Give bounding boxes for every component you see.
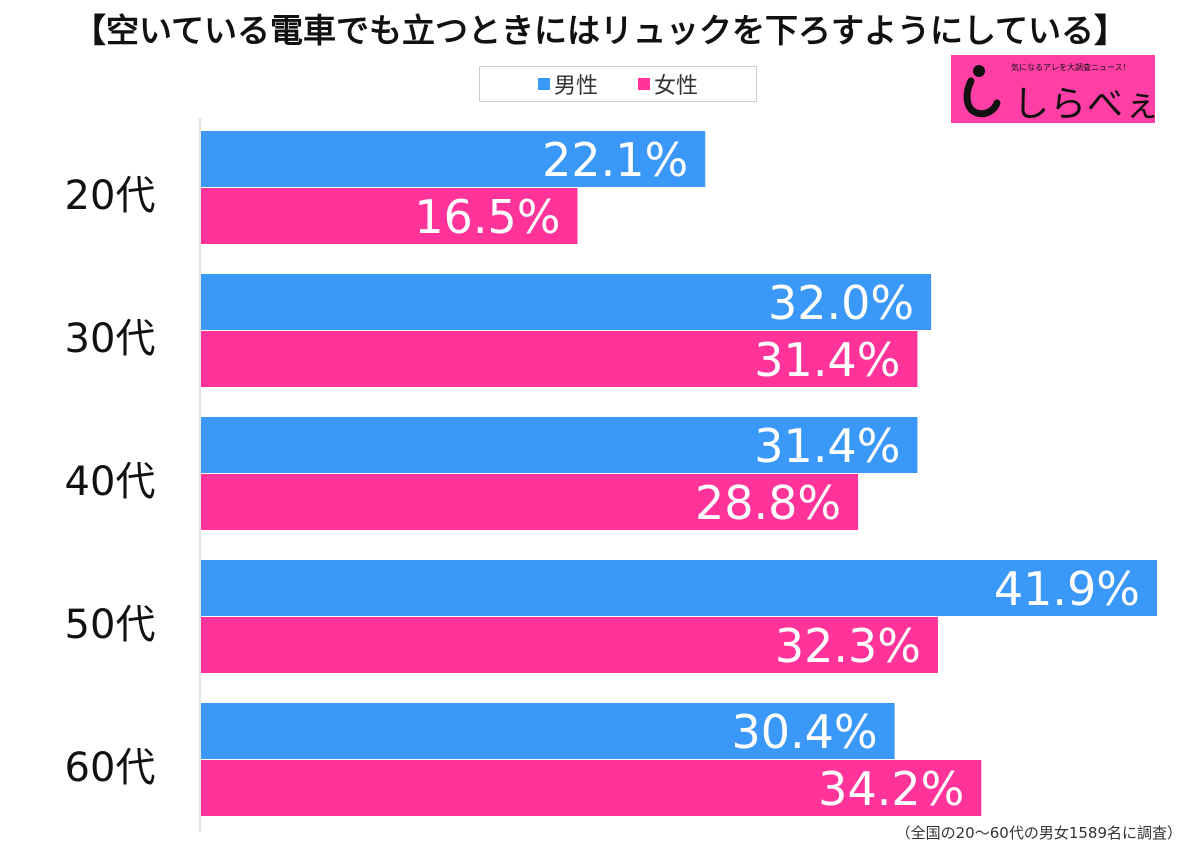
data-label: 16.5% bbox=[414, 190, 560, 244]
logo-mark-icon bbox=[963, 65, 1001, 118]
data-label: 31.4% bbox=[754, 419, 900, 473]
category-label: 30代 bbox=[65, 316, 156, 362]
bar-male bbox=[201, 703, 895, 759]
shirabee-logo: 気になるアレを大調査ニュース！ しらべぇ bbox=[951, 55, 1155, 123]
data-label: 22.1% bbox=[542, 133, 688, 187]
data-label: 32.3% bbox=[775, 619, 921, 673]
legend-label-female: 女性 bbox=[654, 74, 699, 99]
bar-female bbox=[201, 474, 859, 530]
legend-swatch-female bbox=[638, 78, 650, 90]
bar-female bbox=[201, 760, 982, 816]
bar-female bbox=[201, 331, 918, 387]
bar-female bbox=[201, 188, 578, 244]
category-label: 60代 bbox=[65, 745, 156, 791]
logo-tagline: 気になるアレを大調査ニュース！ bbox=[1011, 63, 1131, 72]
logo-wordmark: しらべぇ bbox=[1013, 84, 1155, 123]
data-label: 41.9% bbox=[994, 562, 1140, 616]
data-label: 32.0% bbox=[768, 276, 914, 330]
data-label: 31.4% bbox=[754, 333, 900, 387]
bars-layer: 20代22.1%16.5%30代32.0%31.4%40代31.4%28.8%5… bbox=[65, 118, 1157, 832]
legend-label-male: 男性 bbox=[553, 74, 598, 99]
legend: 男性 女性 bbox=[479, 66, 757, 102]
data-label: 30.4% bbox=[731, 705, 877, 759]
category-label: 20代 bbox=[65, 173, 156, 219]
survey-note: （全国の20〜60代の男女1589名に調査） bbox=[895, 824, 1182, 842]
data-label: 34.2% bbox=[818, 762, 964, 816]
chart-title: 【空いている電車でも立つときにはリュックを下ろすようにしている】 bbox=[72, 11, 1128, 50]
bar-male bbox=[201, 274, 932, 330]
bar-male bbox=[201, 560, 1157, 616]
category-label: 40代 bbox=[65, 459, 156, 505]
bar-male bbox=[201, 131, 706, 187]
bar-female bbox=[201, 617, 938, 673]
category-label: 50代 bbox=[65, 602, 156, 648]
legend-swatch-male bbox=[537, 78, 550, 90]
bar-male bbox=[201, 417, 918, 473]
legend-item-male: 男性 bbox=[537, 68, 598, 100]
legend-item-female: 女性 bbox=[638, 68, 698, 100]
data-label: 28.8% bbox=[695, 476, 841, 530]
